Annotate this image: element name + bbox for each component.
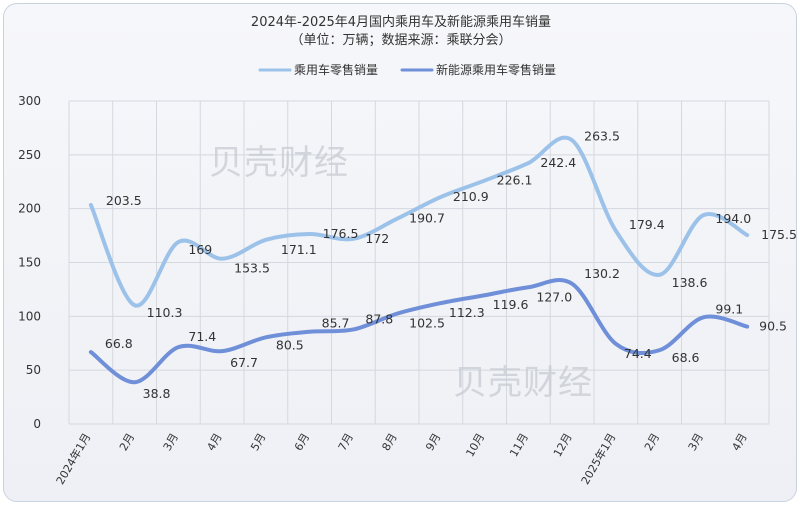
x-tick-label: 6月 [292, 431, 312, 453]
x-tick-label: 8月 [379, 431, 399, 453]
series-line-2 [88, 278, 750, 385]
data-label-2: 71.4 [188, 329, 216, 344]
data-label-1: 194.0 [715, 211, 751, 226]
data-label-1: 153.5 [234, 261, 270, 276]
data-label-1: 172 [365, 231, 389, 246]
y-tick-label: 50 [26, 363, 41, 377]
data-label-1: 138.6 [672, 275, 708, 290]
data-label-2: 112.3 [449, 305, 485, 320]
data-label-2: 90.5 [759, 319, 787, 334]
y-tick-label: 200 [18, 202, 41, 216]
data-label-2: 67.7 [230, 355, 258, 370]
legend-label-2: 新能源乘用车零售销量 [436, 62, 556, 77]
data-label-2: 68.6 [672, 350, 700, 365]
data-label-1: 176.5 [323, 226, 359, 241]
series-line-1 [88, 135, 750, 308]
x-tick-label: 12月 [551, 431, 575, 459]
x-tick-label: 3月 [161, 431, 181, 453]
data-label-1: 171.1 [281, 242, 317, 257]
watermark-upper: 贝壳财经 [209, 143, 349, 183]
data-label-1: 210.9 [453, 189, 489, 204]
x-tick-label: 7月 [336, 431, 356, 453]
data-label-2: 66.8 [105, 336, 133, 351]
x-tick-label: 2月 [117, 431, 137, 453]
data-label-1: 175.5 [761, 227, 797, 242]
data-label-1: 203.5 [106, 193, 142, 208]
y-tick-label: 0 [33, 417, 41, 431]
line-chart: 2024年-2025年4月国内乘用车及新能源乘用车销量 （单位：万辆；数据来源：乘… [18, 14, 797, 487]
data-label-1: 110.3 [147, 305, 183, 320]
y-tick-label: 100 [18, 309, 41, 323]
x-tick-label: 2024年1月 [53, 431, 94, 487]
chart-title: 2024年-2025年4月国内乘用车及新能源乘用车销量 [251, 14, 551, 30]
x-tick-label: 4月 [204, 431, 224, 453]
data-label-2: 38.8 [143, 386, 171, 401]
x-tick-label: 2025年1月 [578, 431, 619, 487]
x-tick-label: 4月 [729, 431, 749, 453]
chart-subtitle: （单位：万辆；数据来源：乘联分会） [290, 33, 511, 48]
y-tick-label: 300 [18, 94, 41, 108]
y-tick-label: 250 [18, 148, 41, 162]
x-tick-label: 2月 [642, 431, 662, 453]
data-label-2: 119.6 [493, 297, 529, 312]
x-tick-label: 11月 [507, 431, 531, 459]
x-tick-label: 10月 [463, 431, 487, 459]
data-label-2: 99.1 [715, 301, 743, 316]
legend-label-1: 乘用车零售销量 [294, 62, 378, 77]
y-tick-label: 150 [18, 256, 41, 270]
data-label-2: 80.5 [276, 337, 304, 352]
data-label-1: 226.1 [497, 173, 533, 188]
data-label-1: 169 [188, 242, 212, 257]
data-label-1: 190.7 [409, 211, 445, 226]
data-label-2: 85.7 [322, 316, 350, 331]
data-label-1: 242.4 [540, 155, 576, 170]
data-label-1: 179.4 [629, 217, 665, 232]
data-label-2: 87.8 [365, 311, 393, 326]
watermark-lower: 贝壳财经 [453, 363, 593, 403]
chart-frame: 2024年-2025年4月国内乘用车及新能源乘用车销量 （单位：万辆；数据来源：乘… [3, 3, 797, 502]
x-tick-label: 9月 [423, 431, 443, 453]
data-label-2: 127.0 [536, 289, 572, 304]
data-label-2: 74.4 [624, 346, 652, 361]
data-label-1: 263.5 [584, 128, 620, 143]
data-label-2: 130.2 [584, 266, 620, 281]
data-label-2: 102.5 [409, 316, 445, 331]
x-tick-label: 3月 [686, 431, 706, 453]
x-tick-label: 5月 [248, 431, 268, 453]
